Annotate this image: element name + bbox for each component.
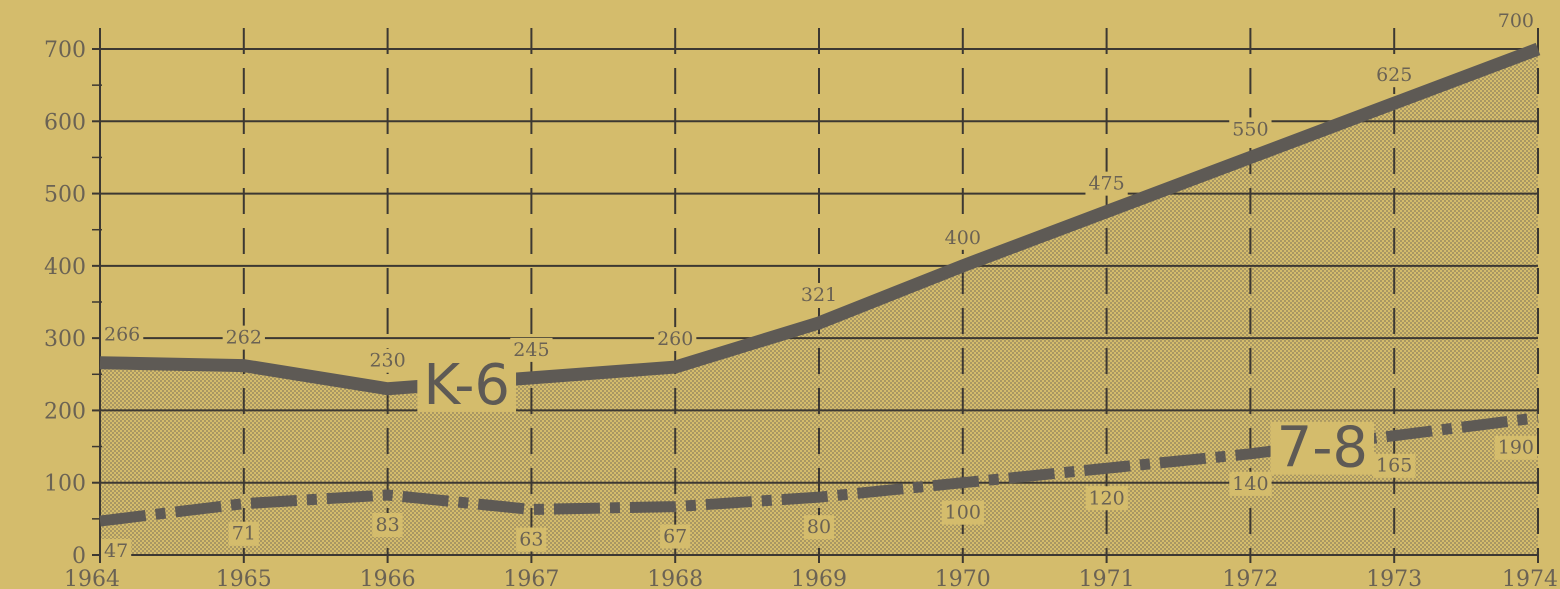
- x-tick-label-1965: 1965: [216, 567, 272, 589]
- grades-7-8-value-label-1973: 165: [1376, 455, 1412, 477]
- k6-value-label-1970: 400: [945, 227, 981, 249]
- x-tick-label-1971: 1971: [1079, 567, 1135, 589]
- grades-7-8-value-label-1969: 80: [807, 516, 831, 538]
- grades-7-8-value-label-1967: 63: [519, 528, 543, 550]
- y-tick-label-100: 100: [44, 472, 86, 497]
- k6-value-label-1973: 625: [1376, 64, 1412, 86]
- k6-value-label-1966: 230: [369, 350, 405, 372]
- y-tick-label-500: 500: [44, 183, 86, 208]
- k6-value-label-1972: 550: [1232, 118, 1268, 140]
- grades-7-8-value-label-1965: 71: [232, 523, 256, 545]
- k6-shaded-area: [100, 49, 1538, 555]
- y-tick-label-200: 200: [44, 399, 86, 424]
- x-tick-label-1970: 1970: [935, 567, 991, 589]
- grades-7-8-value-label-1971: 120: [1088, 487, 1124, 509]
- k6-value-label-1971: 475: [1088, 173, 1124, 195]
- grades-7-8-value-label-1964: 47: [104, 540, 128, 562]
- grades-7-8-series-name: 7-8: [1277, 416, 1368, 481]
- grades-7-8-value-label-1970: 100: [945, 502, 981, 524]
- k6-series-name: K-6: [423, 353, 510, 418]
- k6-value-label-1964: 266: [104, 324, 140, 346]
- y-tick-label-400: 400: [44, 255, 86, 280]
- grades-7-8-value-label-1974: 190: [1498, 437, 1534, 459]
- shaded-area-group: [100, 49, 1538, 555]
- value-labels-group: 266 47 262 71 230 83 245 63 260 67 321 80 400 100 475 1…: [101, 9, 1537, 564]
- axis-labels-group: 0 100 200 300 400 500 600 700 1964 1965 1966 1967 19…: [44, 38, 1558, 589]
- grades-7-8-value-label-1966: 83: [376, 514, 400, 536]
- grades-7-8-value-label-1968: 67: [663, 526, 687, 548]
- x-tick-label-1969: 1969: [791, 567, 847, 589]
- y-tick-label-0: 0: [72, 544, 86, 569]
- x-tick-label-1973: 1973: [1366, 567, 1422, 589]
- x-tick-label-1974: 1974: [1502, 567, 1558, 589]
- x-tick-label-1972: 1972: [1222, 567, 1278, 589]
- y-tick-label-700: 700: [44, 38, 86, 63]
- y-tick-label-600: 600: [44, 110, 86, 135]
- k6-value-label-1965: 262: [226, 327, 262, 349]
- x-tick-label-1968: 1968: [647, 567, 703, 589]
- x-tick-label-1964: 1964: [64, 567, 120, 589]
- series-names-group: K-6 7-8: [417, 353, 1375, 481]
- grades-7-8-value-label-1972: 140: [1232, 473, 1268, 495]
- k6-value-label-1969: 321: [801, 284, 837, 306]
- k6-value-label-1974: 700: [1498, 10, 1534, 32]
- x-tick-label-1967: 1967: [503, 567, 559, 589]
- k6-series-line: [99, 42, 1541, 396]
- k6-value-label-1968: 260: [657, 328, 693, 350]
- y-tick-label-300: 300: [44, 327, 86, 352]
- x-tick-label-1966: 1966: [360, 567, 416, 589]
- k6-value-label-1967: 245: [513, 339, 549, 361]
